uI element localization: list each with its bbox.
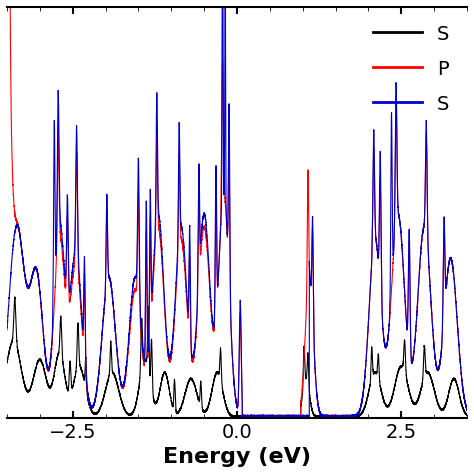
Line: P: P: [7, 7, 467, 418]
P: [464, 407, 470, 412]
S: [27, 386, 33, 392]
S: [4, 327, 10, 333]
S: [346, 414, 351, 420]
S: [297, 413, 302, 419]
P: [345, 414, 351, 420]
S: [464, 408, 470, 413]
P: [329, 415, 335, 420]
P: [27, 282, 33, 287]
S: [464, 412, 470, 418]
Line: S: S: [7, 297, 467, 418]
P: [370, 212, 375, 218]
S: [171, 323, 176, 328]
S: [296, 413, 302, 419]
S: [328, 415, 333, 420]
S: [370, 362, 375, 367]
P: [276, 412, 282, 418]
S: [276, 414, 282, 420]
Legend: S, P, S: S, P, S: [365, 17, 457, 121]
S: [276, 414, 282, 420]
P: [171, 329, 176, 335]
Line: S: S: [7, 7, 467, 418]
S: [12, 294, 18, 300]
S: [219, 4, 225, 10]
S: [171, 397, 176, 402]
S: [282, 415, 288, 420]
S: [27, 282, 33, 288]
P: [4, 4, 10, 10]
X-axis label: Energy (eV): Energy (eV): [163, 447, 311, 467]
P: [296, 414, 302, 419]
S: [370, 200, 375, 205]
S: [4, 359, 10, 365]
S: [346, 412, 351, 418]
